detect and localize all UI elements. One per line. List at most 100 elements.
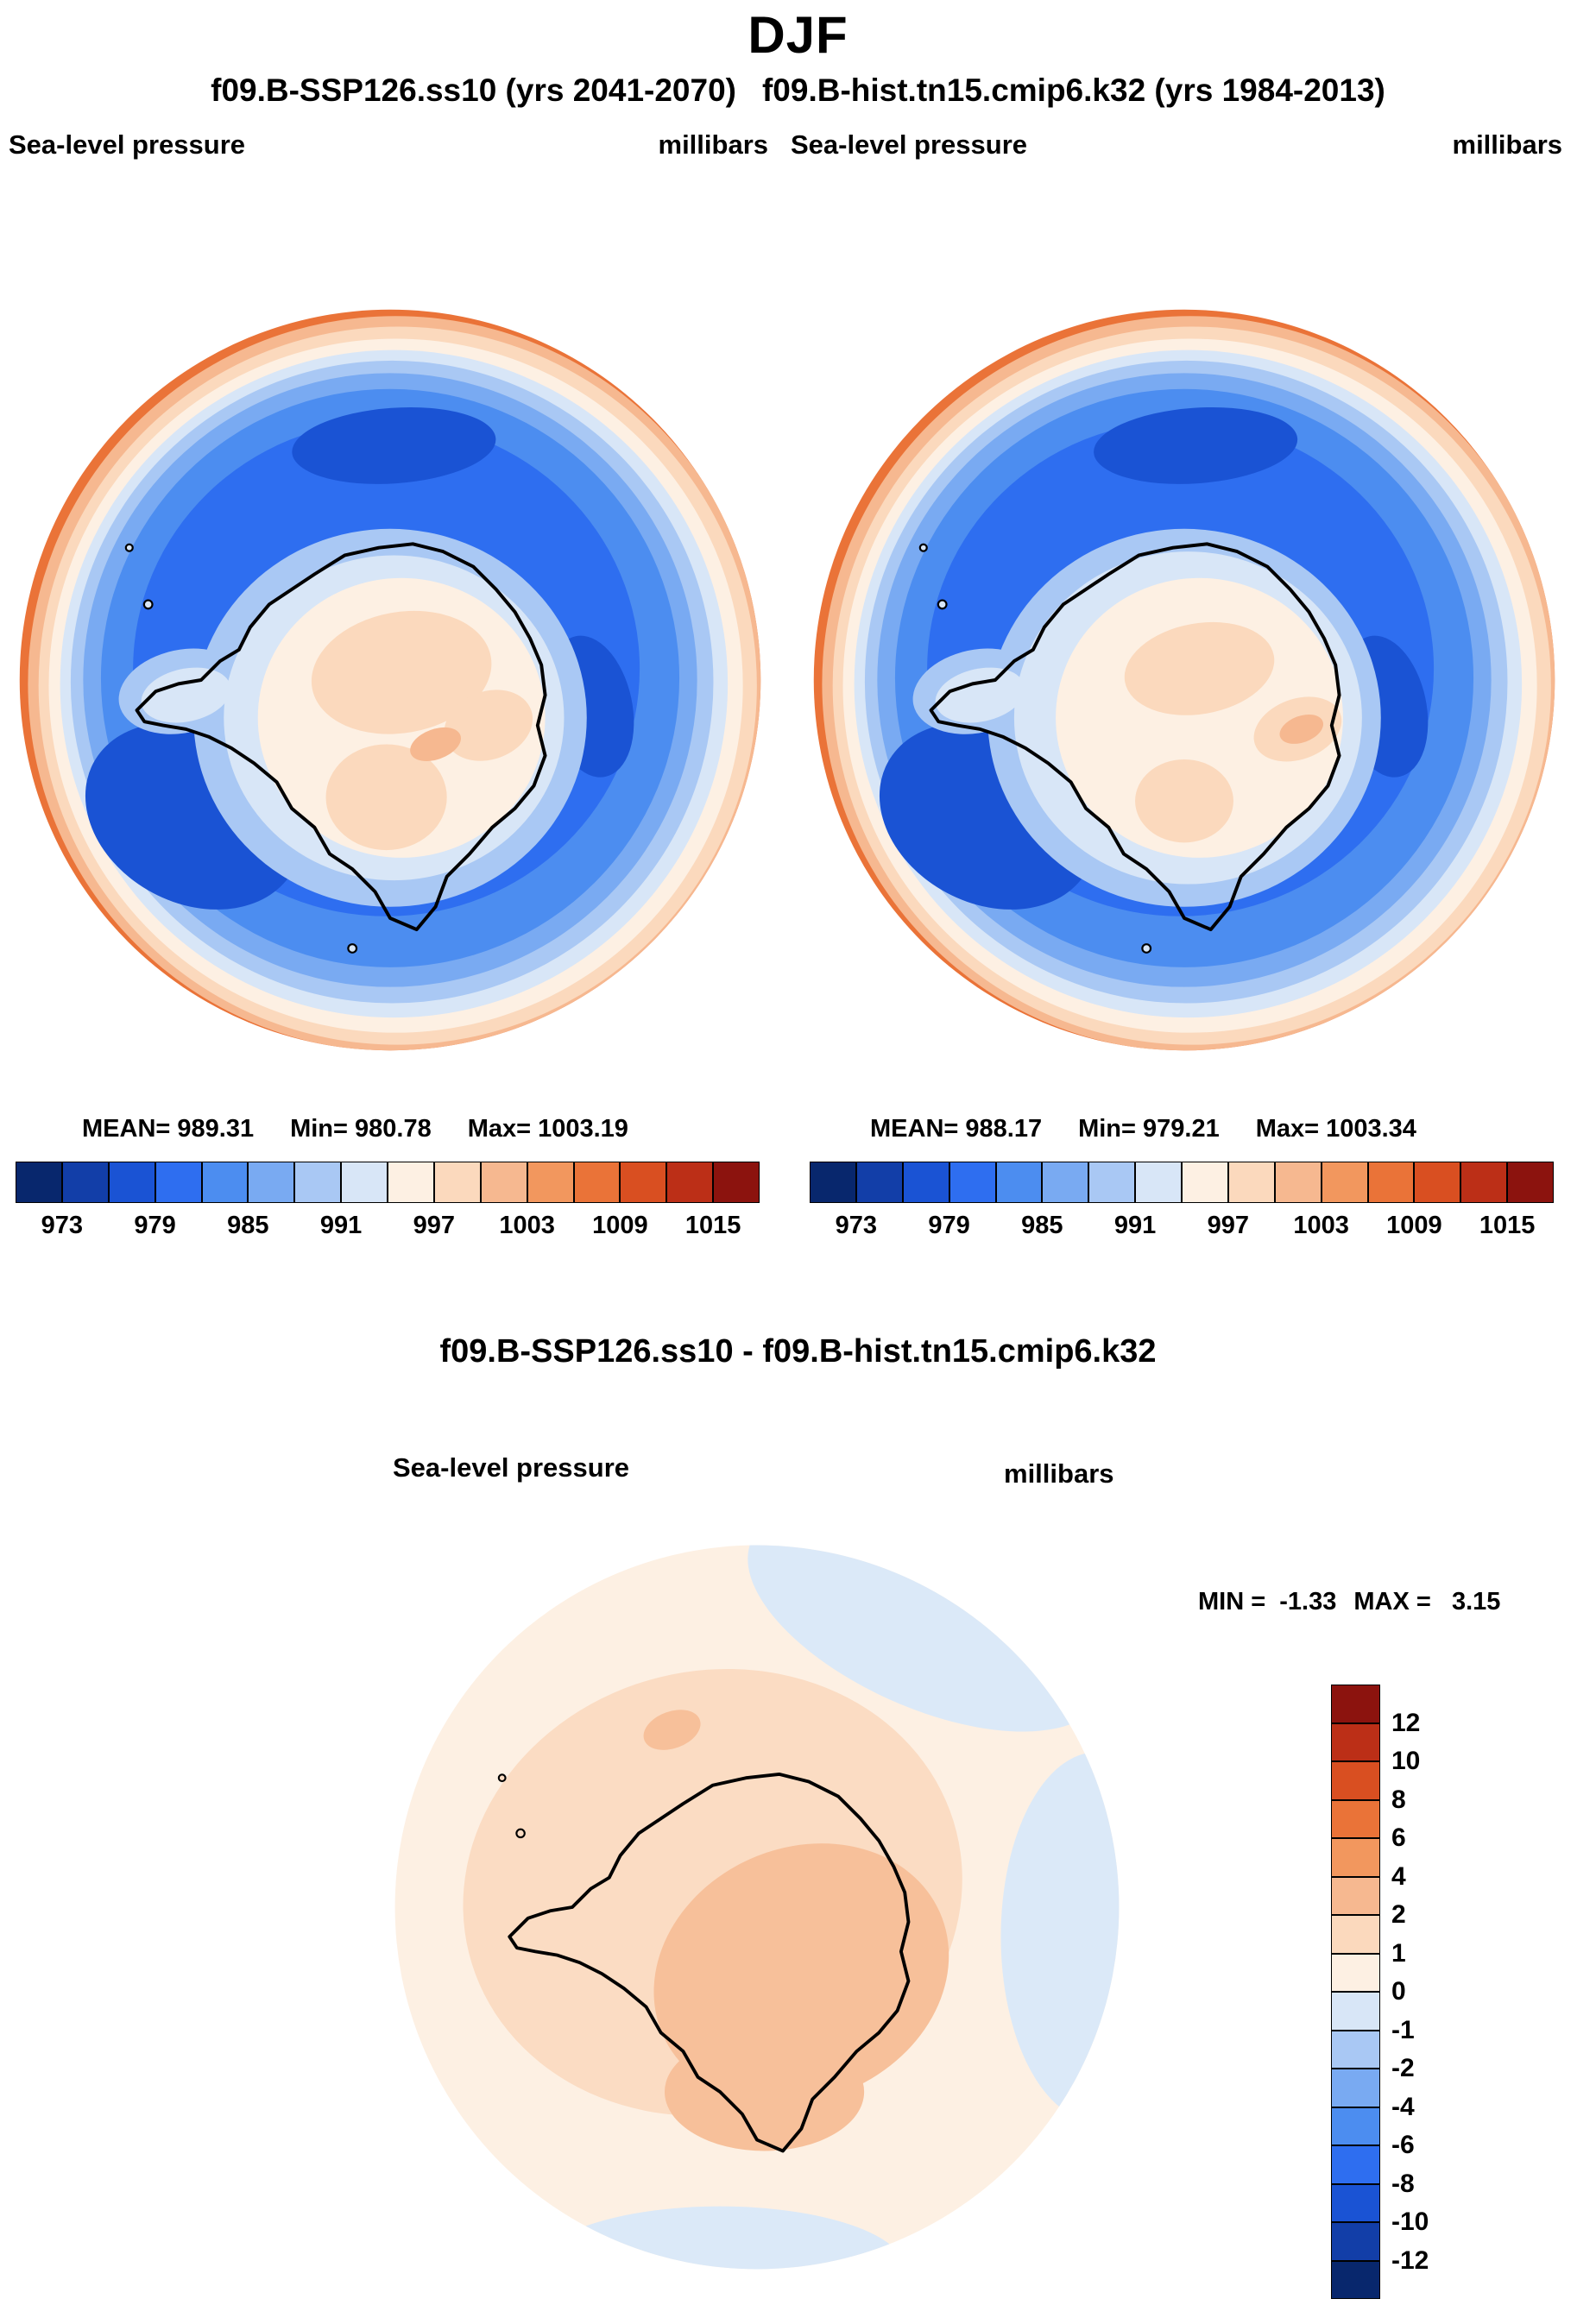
colorbar-tick-label: -6	[1391, 2131, 1415, 2159]
subtitle-case-2: f09.B-hist.tn15.cmip6.k32 (yrs 1984-2013…	[761, 72, 1385, 108]
left-mean: MEAN= 989.31	[82, 1115, 255, 1143]
left-max: Max= 1003.19	[467, 1115, 628, 1143]
colorbar-cell	[1088, 1162, 1136, 1203]
colorbar-cell	[388, 1162, 434, 1203]
colorbar-cell	[480, 1162, 527, 1203]
colorbar-cell	[1331, 2222, 1380, 2261]
difference-colorbar-ticks: 12 10 8 6 4 2 1 0 -1 -2 -4 -6 -8 -10 -12	[1391, 1685, 1469, 2299]
colorbar-cell	[108, 1162, 155, 1203]
colorbar-tick-label: -8	[1391, 2169, 1415, 2198]
colorbar-tick-label: 973	[835, 1212, 878, 1239]
island-mark	[937, 599, 948, 610]
colorbar-cell	[949, 1162, 996, 1203]
difference-minmax: MIN = -1.33 MAX = 3.15	[1198, 1588, 1500, 1616]
colorbar-tick-label: -4	[1391, 2092, 1415, 2121]
colorbar-tick-label: 1	[1391, 1938, 1406, 1968]
colorbar-cell	[1182, 1162, 1228, 1203]
colorbar-cell	[16, 1162, 62, 1203]
colorbar-tick-label: -12	[1391, 2245, 1429, 2275]
colorbar-cell	[341, 1162, 388, 1203]
right-field-label: Sea-level pressure	[791, 129, 1028, 160]
slp-map-hist	[813, 309, 1555, 1051]
colorbar-cell	[1331, 1953, 1380, 1992]
colorbar-tick-label: 1015	[684, 1212, 741, 1239]
colorbar-cell	[1331, 2145, 1380, 2184]
colorbar-tick-label: 997	[1207, 1212, 1250, 1239]
colorbar-tick-label: 0	[1391, 1977, 1406, 2006]
colorbar-tick-label: 991	[319, 1212, 363, 1239]
colorbar-cell	[855, 1162, 903, 1203]
colorbar-cell	[810, 1162, 856, 1203]
colorbar-tick-label: 979	[928, 1212, 970, 1239]
colorbar-tick-label: 997	[413, 1212, 456, 1239]
island-mark	[1141, 943, 1152, 954]
colorbar-tick-label: -10	[1391, 2207, 1429, 2236]
colorbar-cell	[1042, 1162, 1089, 1203]
difference-max: MAX = 3.15	[1353, 1588, 1501, 1615]
colorbar-cell	[902, 1162, 949, 1203]
colorbar-cell	[995, 1162, 1043, 1203]
colorbar-cell	[1331, 2030, 1380, 2069]
colorbar-tick-label: 1009	[1386, 1212, 1442, 1239]
colorbar-tick-label: 6	[1391, 1823, 1406, 1852]
colorbar-cell	[294, 1162, 342, 1203]
pressure-colorbar-right	[810, 1162, 1554, 1203]
colorbar-cell	[1321, 1162, 1368, 1203]
slp-difference-map	[394, 1545, 1120, 2270]
island-mark	[497, 1773, 507, 1783]
colorbar-cell	[1331, 1876, 1380, 1915]
colorbar-cell	[1507, 1162, 1554, 1203]
colorbar-cell	[1331, 1838, 1380, 1877]
island-mark	[347, 943, 358, 954]
colorbar-cell	[527, 1162, 574, 1203]
colorbar-tick-label: 1003	[1293, 1212, 1349, 1239]
page-title: DJF	[748, 6, 848, 64]
difference-units-label: millibars	[1004, 1458, 1114, 1489]
colorbar-tick-label: 10	[1391, 1747, 1421, 1775]
island-mark	[515, 1828, 526, 1839]
colorbar-cell	[1460, 1162, 1508, 1203]
colorbar-cell	[201, 1162, 249, 1203]
colorbar-tick-label: -2	[1391, 2054, 1415, 2082]
colorbar-cell	[1331, 2183, 1380, 2222]
colorbar-cell	[1135, 1162, 1182, 1203]
pressure-colorbar-left-ticks: 973 979 985 991 997 1003 1009 1015	[16, 1212, 760, 1243]
colorbar-cell	[1331, 2260, 1380, 2299]
left-stats: MEAN= 989.31 Min= 980.78 Max= 1003.19	[82, 1115, 628, 1143]
right-panel-header: Sea-level pressure millibars	[791, 129, 1562, 161]
colorbar-cell	[1227, 1162, 1275, 1203]
colorbar-cell	[1331, 2107, 1380, 2145]
colorbar-cell	[433, 1162, 481, 1203]
colorbar-cell	[1331, 2069, 1380, 2107]
colorbar-tick-label: 4	[1391, 1861, 1406, 1891]
colorbar-tick-label: -1	[1391, 2015, 1415, 2044]
right-max: Max= 1003.34	[1255, 1115, 1416, 1143]
colorbar-cell	[1331, 1799, 1380, 1838]
island-mark	[124, 543, 134, 552]
slp-map-ssp126	[19, 309, 761, 1051]
right-mean: MEAN= 988.17	[870, 1115, 1043, 1143]
colorbar-cell	[1274, 1162, 1322, 1203]
pressure-colorbar-right-ticks: 973 979 985 991 997 1003 1009 1015	[810, 1212, 1554, 1243]
colorbar-cell	[1331, 1992, 1380, 2031]
right-units-label: millibars	[1452, 129, 1563, 160]
colorbar-tick-label: 991	[1113, 1212, 1157, 1239]
colorbar-tick-label: 1003	[499, 1212, 555, 1239]
colorbar-cell	[713, 1162, 760, 1203]
colorbar-tick-label: 2	[1391, 1900, 1406, 1929]
colorbar-cell	[1331, 1685, 1380, 1723]
colorbar-cell	[1414, 1162, 1461, 1203]
left-panel-header: Sea-level pressure millibars	[9, 129, 768, 161]
left-min: Min= 980.78	[290, 1115, 432, 1143]
colorbar-tick-label: 973	[41, 1212, 84, 1239]
colorbar-tick-label: 985	[227, 1212, 269, 1239]
left-field-label: Sea-level pressure	[9, 129, 246, 160]
left-units-label: millibars	[658, 129, 769, 160]
colorbar-tick-label: 8	[1391, 1785, 1406, 1814]
pressure-colorbar-left	[16, 1162, 760, 1203]
colorbar-tick-label: 1015	[1479, 1212, 1536, 1239]
difference-min: MIN = -1.33	[1198, 1588, 1337, 1615]
right-stats: MEAN= 988.17 Min= 979.21 Max= 1003.34	[870, 1115, 1416, 1143]
colorbar-cell	[61, 1162, 109, 1203]
difference-field-label: Sea-level pressure	[393, 1452, 630, 1483]
